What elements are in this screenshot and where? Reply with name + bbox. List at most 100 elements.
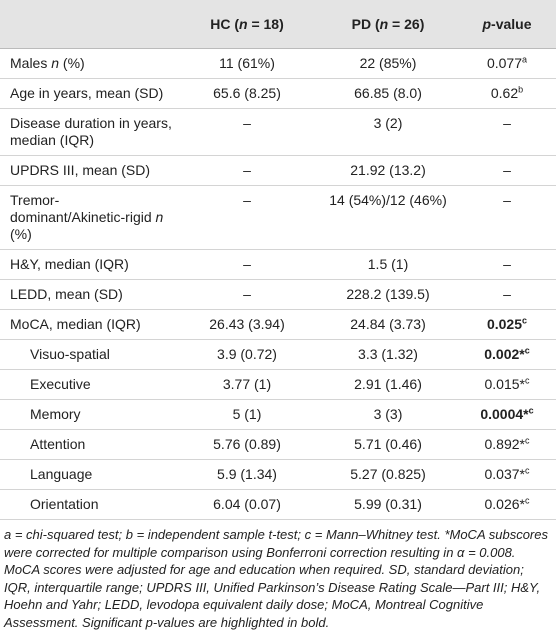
superscript: a	[522, 54, 528, 65]
row-label: H&Y, median (IQR)	[0, 249, 176, 280]
cell: 2.91 (1.46)	[318, 369, 458, 400]
cell: 24.84 (3.73)	[318, 309, 458, 340]
p-value: –	[458, 155, 556, 186]
text: Age in years, mean (SD)	[10, 85, 164, 101]
text: n	[51, 55, 60, 71]
header-row: HC (n = 18) PD (n = 26) p-value	[0, 0, 556, 49]
cell: 3 (2)	[318, 108, 458, 156]
p-value: 0.892*c	[458, 429, 556, 460]
text: Visuo-spatial	[30, 346, 110, 362]
text: = 26)	[388, 15, 425, 32]
p-value: 0.037*c	[458, 459, 556, 490]
text: –	[503, 162, 511, 178]
cell: 3.9 (0.72)	[176, 339, 318, 370]
cell: –	[176, 108, 318, 156]
text: UPDRS III, mean (SD)	[10, 162, 151, 178]
cell: –	[176, 279, 318, 310]
table-row: Visuo-spatial 3.9 (0.72) 3.3 (1.32) 0.002*c	[0, 339, 556, 370]
cell: 21.92 (13.2)	[318, 155, 458, 186]
text: 0.62	[490, 85, 519, 101]
row-label: Language	[0, 459, 176, 490]
text: PD (	[351, 15, 380, 32]
table-row: Language 5.9 (1.34) 5.27 (0.825) 0.037*c	[0, 459, 556, 490]
text: 0.077	[486, 55, 523, 71]
text: = 18)	[247, 15, 284, 32]
row-label: MoCA, median (IQR)	[0, 309, 176, 340]
cell: 66.85 (8.0)	[318, 78, 458, 109]
text: 0.025	[486, 316, 523, 332]
text: MoCA, median (IQR)	[10, 316, 141, 332]
p-value: –	[458, 185, 556, 250]
cell: –	[176, 249, 318, 280]
text: –	[503, 256, 511, 272]
superscript: c	[528, 405, 534, 416]
row-label: Executive	[0, 369, 176, 400]
text: Tremor-dominant/Akinetic-rigid	[10, 192, 156, 225]
cell: 14 (54%)/12 (46%)	[318, 185, 458, 250]
text: HC (	[210, 15, 239, 32]
text: (%)	[10, 226, 32, 242]
p-value: –	[458, 108, 556, 156]
table-body: Males n (%) 11 (61%) 22 (85%) 0.077a Age in …	[0, 48, 556, 520]
p-value: –	[458, 249, 556, 280]
cell: 5.71 (0.46)	[318, 429, 458, 460]
table-row: Males n (%) 11 (61%) 22 (85%) 0.077a	[0, 48, 556, 79]
text: Males	[10, 55, 52, 71]
cell: 26.43 (3.94)	[176, 309, 318, 340]
text: Disease duration in years, median (IQR)	[10, 115, 172, 148]
cell: 5.27 (0.825)	[318, 459, 458, 490]
p-value: 0.002*c	[458, 339, 556, 370]
row-label: Attention	[0, 429, 176, 460]
table-row: H&Y, median (IQR) –1.5 (1) –	[0, 249, 556, 280]
header-cell: HC (n = 18)	[176, 0, 318, 49]
cell: 1.5 (1)	[318, 249, 458, 280]
superscript: c	[524, 345, 530, 356]
cell: 228.2 (139.5)	[318, 279, 458, 310]
text: Executive	[30, 376, 91, 392]
cell: 5 (1)	[176, 399, 318, 430]
p-value: 0.015*c	[458, 369, 556, 400]
text: LEDD, mean (SD)	[10, 286, 123, 302]
cell: –	[176, 155, 318, 186]
text: –	[503, 286, 511, 302]
p-value: 0.0004*c	[458, 399, 556, 430]
cell: 11 (61%)	[176, 48, 318, 79]
text: –	[503, 192, 511, 208]
table: HC (n = 18) PD (n = 26) p-value Males n (%…	[0, 0, 556, 520]
text: 0.015*	[484, 376, 525, 392]
table-row: Executive 3.77 (1) 2.91 (1.46) 0.015*c	[0, 369, 556, 400]
row-label: Age in years, mean (SD)	[0, 78, 176, 109]
row-label: Tremor-dominant/Akinetic-rigid n (%)	[0, 185, 176, 250]
row-label: Visuo-spatial	[0, 339, 176, 370]
footnote: a = chi-squared test; b = independent sa…	[4, 527, 548, 630]
text: p	[482, 15, 492, 32]
cell: 6.04 (0.07)	[176, 489, 318, 520]
superscript: c	[524, 495, 530, 506]
table-row: Memory 5 (1) 3 (3) 0.0004*c	[0, 399, 556, 430]
cell: 5.99 (0.31)	[318, 489, 458, 520]
text: -value	[491, 15, 532, 32]
text: 0.002*	[484, 346, 525, 362]
table-row: LEDD, mean (SD) –228.2 (139.5) –	[0, 279, 556, 310]
table-row: MoCA, median (IQR) 26.43 (3.94) 24.84 (3.7…	[0, 309, 556, 340]
text: (%)	[59, 55, 85, 71]
row-label: UPDRS III, mean (SD)	[0, 155, 176, 186]
p-value: 0.077a	[458, 48, 556, 79]
table-row: Age in years, mean (SD) 65.6 (8.25) 66.85 …	[0, 78, 556, 109]
text: Orientation	[30, 496, 99, 512]
row-label: Males n (%)	[0, 48, 176, 79]
superscript: c	[522, 315, 528, 326]
superscript: c	[524, 465, 530, 476]
header-cell: p-value	[458, 0, 556, 49]
superscript: c	[524, 375, 530, 386]
text: Memory	[30, 406, 81, 422]
text: 0.026*	[484, 496, 525, 512]
table-row: Orientation 6.04 (0.07) 5.99 (0.31) 0.026*c	[0, 489, 556, 520]
header-cell	[0, 0, 176, 49]
p-value: 0.026*c	[458, 489, 556, 520]
text: 0.0004*	[480, 406, 529, 422]
row-label: Disease duration in years, median (IQR)	[0, 108, 176, 156]
text: n	[155, 209, 164, 225]
text: –	[503, 115, 511, 131]
